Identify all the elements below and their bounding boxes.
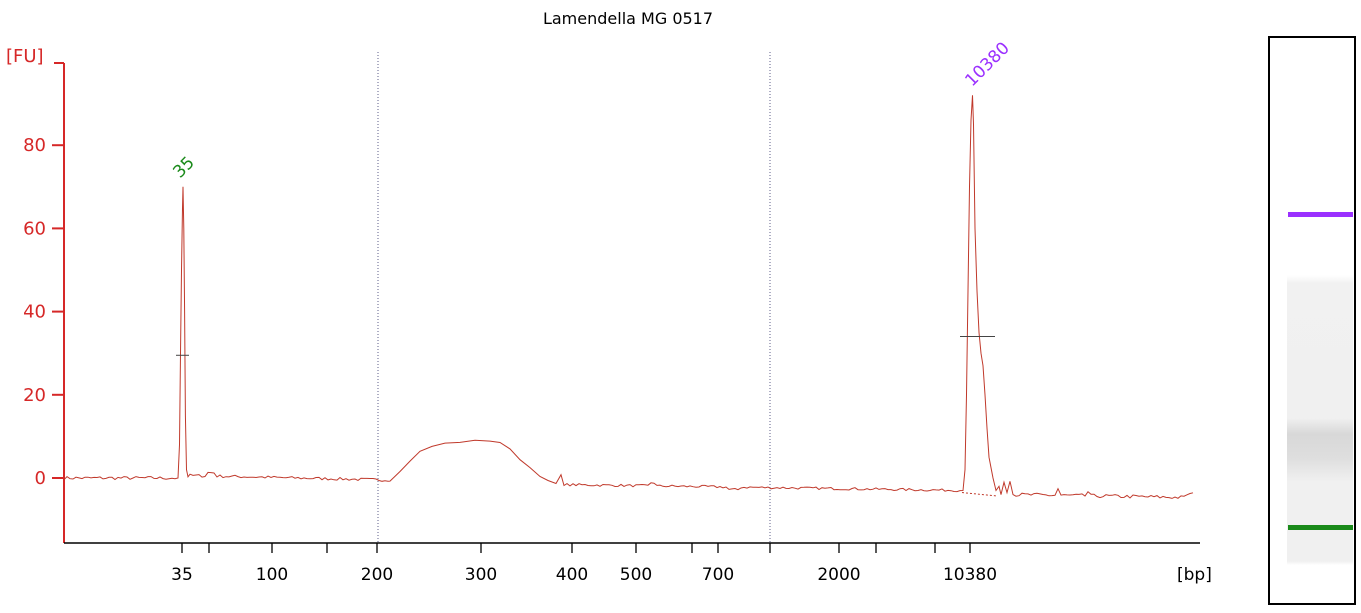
- peak-labels: 35 10380: [169, 38, 1013, 182]
- gel-band-10380: [1288, 212, 1353, 217]
- y-tick-label-0: 0: [35, 468, 46, 489]
- x-axis-label: [bp]: [1177, 565, 1212, 585]
- y-tick-label-40: 40: [23, 302, 46, 323]
- gel-lane: [1268, 36, 1356, 605]
- x-tick-label-200: 200: [361, 565, 393, 585]
- y-tick-label-80: 80: [23, 135, 46, 156]
- grid-lines: [377, 52, 771, 543]
- x-tick-label-35: 35: [171, 565, 193, 585]
- x-tick-label-100: 100: [256, 565, 288, 585]
- peak-10380-baseline: [961, 492, 997, 497]
- y-tick-label-60: 60: [23, 218, 46, 239]
- x-tick-label-700: 700: [702, 565, 734, 585]
- peak-label-10380: 10380: [961, 38, 1013, 90]
- peak-label-35: 35: [169, 153, 198, 182]
- gel-band-35: [1288, 525, 1353, 530]
- trace-line: [63, 95, 1194, 499]
- chart-title: Lamendella MG 0517: [543, 9, 713, 28]
- x-tick-label-500: 500: [620, 565, 652, 585]
- x-tick-label-300: 300: [465, 565, 497, 585]
- x-tick-label-10380: 10380: [943, 565, 997, 585]
- x-tick-label-2000: 2000: [817, 565, 860, 585]
- x-axis: 35 100 200 300 400 500 700 2000 10380: [64, 542, 1200, 585]
- gel-lane-background: [1287, 180, 1353, 577]
- y-axis: 0 20 40 60 80: [23, 62, 65, 543]
- x-tick-label-400: 400: [556, 565, 588, 585]
- y-tick-label-20: 20: [23, 385, 46, 406]
- trace-layer: [63, 95, 1194, 499]
- y-axis-label: [FU]: [6, 46, 44, 67]
